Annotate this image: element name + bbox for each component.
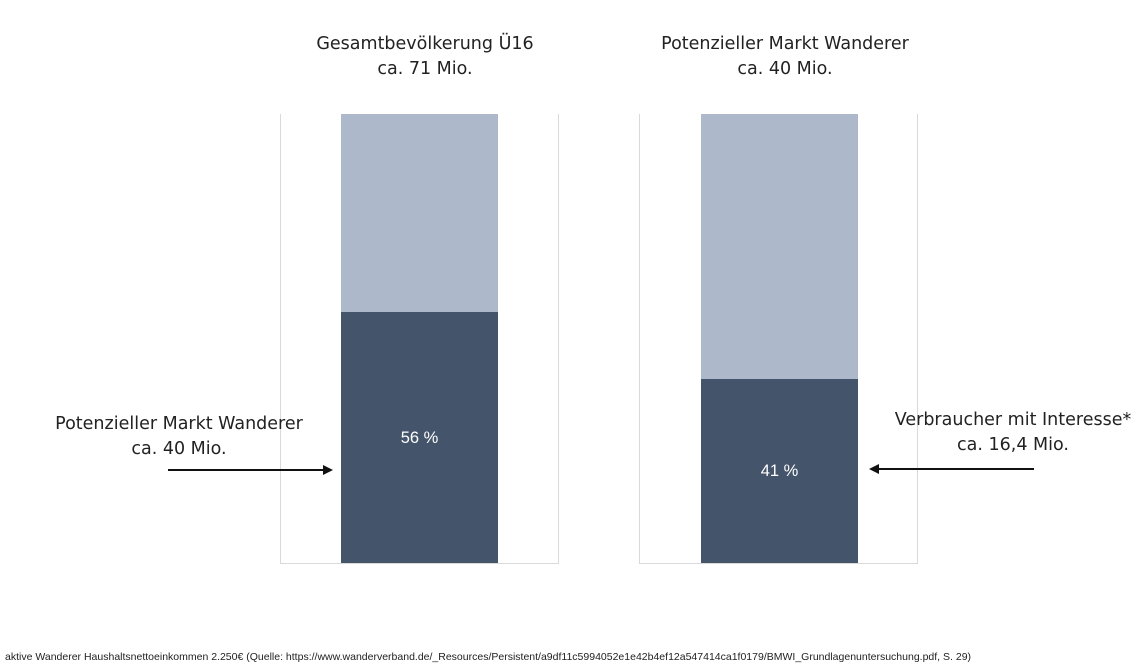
chart-1-title-line-1: Gesamtbevölkerung Ü16 <box>316 34 534 54</box>
chart-1-plot-area <box>280 114 559 564</box>
chart-1-callout: Potenzieller Markt Wanderer ca. 40 Mio. <box>40 412 318 462</box>
chart-1-callout-line-1: Potenzieller Markt Wanderer <box>55 414 303 434</box>
chart-2-title-line-1: Potenzieller Markt Wanderer <box>661 34 909 54</box>
chart-1-data-label: 56 % <box>400 429 439 447</box>
chart-2-title: Potenzieller Markt Wanderer ca. 40 Mio. <box>615 32 955 82</box>
chart-1-bar-upper-segment <box>341 114 498 312</box>
chart-1-callout-line-2: ca. 40 Mio. <box>131 439 227 459</box>
chart-2-bar-upper-segment <box>701 114 858 379</box>
footnote-source: aktive Wanderer Haushaltsnettoeinkommen … <box>5 651 972 663</box>
chart-1-bar-lower-segment <box>341 312 498 563</box>
chart-2-data-label: 41 % <box>760 462 799 480</box>
chart-2-bar-lower-segment <box>701 379 858 563</box>
chart-2-left-arrow-icon <box>869 464 1034 474</box>
chart-2-callout-line-1: Verbraucher mit Interesse* <box>894 410 1132 430</box>
chart-2-title-line-2: ca. 40 Mio. <box>737 59 833 79</box>
chart-1-right-arrow-icon <box>168 465 333 475</box>
chart-2-plot-area <box>639 114 918 564</box>
chart-1-title-line-2: ca. 71 Mio. <box>377 59 473 79</box>
chart-2-callout-line-2: ca. 16,4 Mio. <box>957 435 1069 455</box>
chart-2-callout: Verbraucher mit Interesse* ca. 16,4 Mio. <box>882 408 1142 458</box>
chart-1-title: Gesamtbevölkerung Ü16 ca. 71 Mio. <box>255 32 595 82</box>
